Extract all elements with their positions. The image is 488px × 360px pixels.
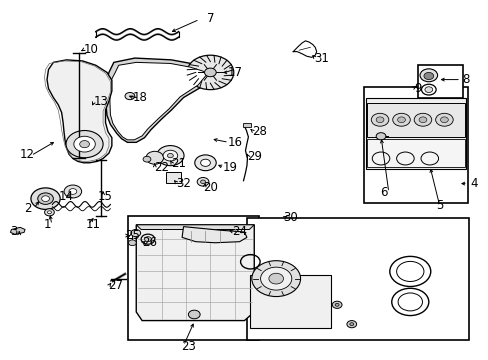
Circle shape <box>125 93 135 100</box>
Text: 17: 17 <box>227 66 242 79</box>
Text: 30: 30 <box>283 211 298 224</box>
Bar <box>166 172 181 183</box>
Circle shape <box>334 303 338 306</box>
Circle shape <box>143 156 151 162</box>
Circle shape <box>167 153 173 158</box>
Text: 5: 5 <box>435 199 442 212</box>
Bar <box>366 103 464 137</box>
Text: 8: 8 <box>462 73 469 86</box>
Circle shape <box>64 185 81 198</box>
Bar <box>417 65 462 98</box>
Circle shape <box>397 117 405 123</box>
Polygon shape <box>105 58 212 142</box>
Bar <box>128 216 259 339</box>
Text: 21: 21 <box>171 157 186 170</box>
Text: 29: 29 <box>246 150 261 163</box>
Circle shape <box>69 189 77 194</box>
Text: 16: 16 <box>227 136 242 149</box>
Circle shape <box>131 229 141 237</box>
Circle shape <box>251 261 300 297</box>
Polygon shape <box>47 60 112 163</box>
Circle shape <box>349 323 353 325</box>
Text: 10: 10 <box>83 42 98 55</box>
Circle shape <box>200 159 210 166</box>
Bar <box>250 275 330 328</box>
Bar <box>363 87 467 203</box>
Polygon shape <box>136 225 254 229</box>
Circle shape <box>163 150 177 161</box>
Text: 19: 19 <box>222 161 237 174</box>
Circle shape <box>418 117 426 123</box>
Text: 24: 24 <box>232 225 246 238</box>
Circle shape <box>186 55 233 90</box>
Circle shape <box>331 301 341 309</box>
Text: 2: 2 <box>24 202 31 215</box>
Polygon shape <box>182 226 246 243</box>
Circle shape <box>66 131 103 158</box>
Circle shape <box>128 240 136 246</box>
Circle shape <box>47 211 51 214</box>
Text: 14: 14 <box>59 190 74 203</box>
Circle shape <box>80 140 89 148</box>
Text: 25: 25 <box>124 229 140 242</box>
Circle shape <box>423 72 433 80</box>
Text: 7: 7 <box>206 12 214 25</box>
Circle shape <box>38 193 53 204</box>
Text: 13: 13 <box>93 95 108 108</box>
Text: 18: 18 <box>132 91 147 104</box>
Text: 20: 20 <box>203 181 217 194</box>
Circle shape <box>268 273 283 284</box>
Circle shape <box>144 237 151 242</box>
Circle shape <box>346 320 356 328</box>
Circle shape <box>204 68 216 77</box>
Circle shape <box>375 133 385 140</box>
Circle shape <box>31 188 60 210</box>
Circle shape <box>424 87 432 93</box>
Text: 1: 1 <box>43 218 51 231</box>
Circle shape <box>435 113 452 126</box>
Polygon shape <box>10 227 25 234</box>
Text: 27: 27 <box>107 279 122 292</box>
Text: 6: 6 <box>379 186 386 199</box>
Polygon shape <box>110 62 206 140</box>
Polygon shape <box>136 225 254 320</box>
Text: 26: 26 <box>142 236 157 249</box>
Circle shape <box>188 310 200 319</box>
Circle shape <box>413 113 431 126</box>
Circle shape <box>194 155 216 171</box>
Bar <box>246 218 468 339</box>
Text: 22: 22 <box>154 161 169 174</box>
Circle shape <box>392 113 409 126</box>
Text: 4: 4 <box>469 177 476 190</box>
Circle shape <box>370 113 388 126</box>
Text: 11: 11 <box>86 218 101 231</box>
Circle shape <box>419 69 437 82</box>
Circle shape <box>41 196 49 202</box>
Circle shape <box>157 145 183 166</box>
Text: 12: 12 <box>20 148 35 161</box>
Text: 28: 28 <box>251 125 266 138</box>
Text: 3: 3 <box>11 225 18 238</box>
Text: 15: 15 <box>98 190 113 203</box>
Bar <box>366 139 464 167</box>
Circle shape <box>440 117 447 123</box>
Circle shape <box>375 117 383 123</box>
Bar <box>242 123 251 127</box>
Bar <box>366 98 466 169</box>
Circle shape <box>74 136 95 152</box>
Text: 9: 9 <box>413 82 421 95</box>
Circle shape <box>260 267 291 290</box>
Circle shape <box>197 177 208 186</box>
Text: 23: 23 <box>181 340 196 353</box>
Circle shape <box>200 180 205 184</box>
Text: 32: 32 <box>176 177 191 190</box>
Circle shape <box>146 151 163 164</box>
Text: 31: 31 <box>313 51 328 64</box>
Circle shape <box>44 209 54 216</box>
